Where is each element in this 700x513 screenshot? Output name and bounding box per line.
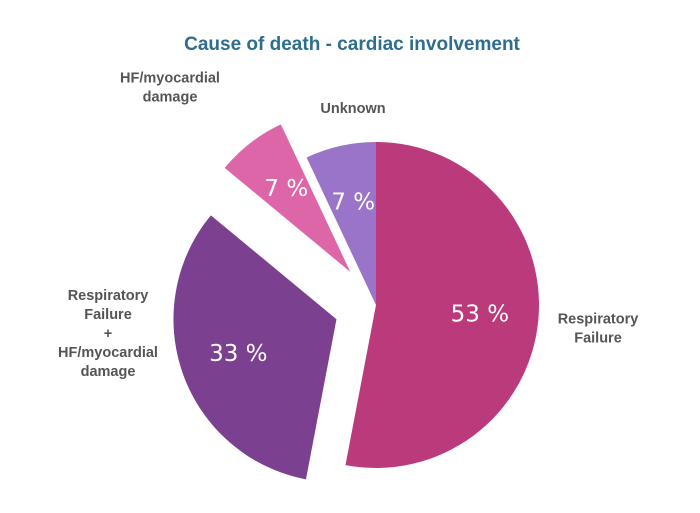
slice-label-respiratory-failure: Respiratory Failure [558,312,639,347]
percent-label-unknown: 7 % [331,190,375,216]
slice-label-unknown: Unknown [320,101,385,117]
pie-slice-hf-myocardial-damage [224,124,351,272]
slice-labels: Respiratory Failure Respiratory Failure + HF/… [58,71,638,381]
pie-slice-unknown [306,142,376,305]
slice-label-hf-myocardial-damage: HF/myocardial damage [120,71,220,106]
pie-slice-respiratory-failure-hf-myocardial-damage [173,215,337,480]
pie-slice-respiratory-failure [345,142,539,469]
slice-label-respiratory-failure-hf-myocardial-damage: Respiratory Failure + HF/myocardial damage [58,288,158,380]
percent-label-respiratory-failure-hf-myocardial-damage: 33 % [209,341,267,367]
percent-label-hf-myocardial-damage: 7 % [264,176,308,202]
pie-slices [173,124,539,480]
chart-title: Cause of death - cardiac involvement [184,34,520,55]
percent-label-respiratory-failure: 53 % [451,301,509,327]
percent-labels: 53 % 33 % 7 % 7 % [209,176,509,367]
